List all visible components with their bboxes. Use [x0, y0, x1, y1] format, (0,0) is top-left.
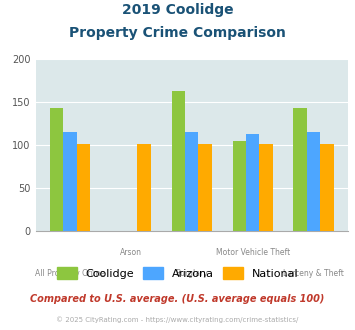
Bar: [198, 144, 212, 231]
Bar: [185, 132, 198, 231]
Text: Property Crime Comparison: Property Crime Comparison: [69, 26, 286, 40]
Bar: [50, 108, 63, 231]
Text: 2019 Coolidge: 2019 Coolidge: [122, 3, 233, 17]
Bar: [307, 132, 320, 231]
Text: Motor Vehicle Theft: Motor Vehicle Theft: [215, 248, 290, 257]
Text: Compared to U.S. average. (U.S. average equals 100): Compared to U.S. average. (U.S. average …: [30, 294, 325, 304]
Bar: [260, 144, 273, 231]
Text: © 2025 CityRating.com - https://www.cityrating.com/crime-statistics/: © 2025 CityRating.com - https://www.city…: [56, 317, 299, 323]
Text: Larceny & Theft: Larceny & Theft: [283, 269, 344, 278]
Bar: [294, 108, 307, 231]
Bar: [171, 91, 185, 231]
Text: Burglary: Burglary: [175, 269, 208, 278]
Bar: [320, 144, 334, 231]
Bar: [137, 144, 151, 231]
Bar: [63, 132, 77, 231]
Bar: [233, 141, 246, 231]
Bar: [246, 134, 260, 231]
Text: All Property Crime: All Property Crime: [35, 269, 105, 278]
Bar: [77, 144, 90, 231]
Legend: Coolidge, Arizona, National: Coolidge, Arizona, National: [52, 263, 303, 283]
Text: Arson: Arson: [120, 248, 142, 257]
